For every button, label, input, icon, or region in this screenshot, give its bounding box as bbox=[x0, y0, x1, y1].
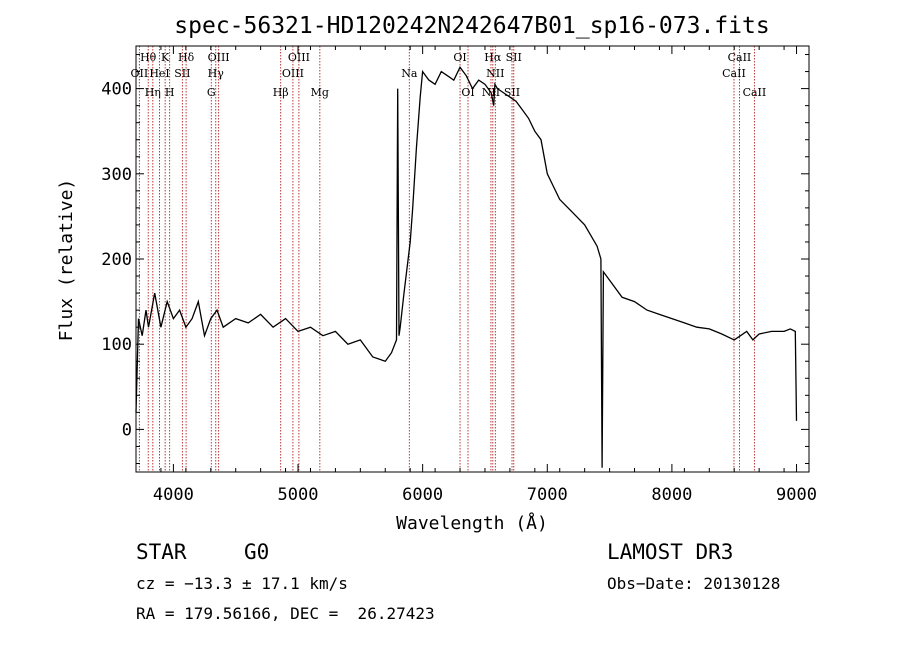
x-axis-ticks: 4000 5000 6000 7000 8000 9000 bbox=[135, 46, 817, 505]
y-axis-ticks: 0 100 200 300 400 bbox=[101, 54, 809, 464]
plot-frame bbox=[135, 45, 810, 473]
marker-label-10: OIII bbox=[208, 51, 230, 64]
x-tick-label-4: 8000 bbox=[651, 485, 692, 505]
redshift-cz: cz = −13.3 ± 17.1 km/s bbox=[136, 574, 348, 593]
x-axis-label: Wavelength (Å) bbox=[396, 512, 548, 534]
x-tick-label-0: 4000 bbox=[153, 485, 194, 505]
y-axis-label: Flux (relative) bbox=[56, 179, 77, 342]
y-tick-label-2: 200 bbox=[101, 250, 132, 270]
marker-label-12: OIII bbox=[282, 67, 304, 80]
object-class: STAR bbox=[136, 540, 187, 564]
marker-label-22: SII bbox=[506, 51, 522, 64]
ra-dec: RA = 179.56166, DEC = 26.27423 bbox=[136, 604, 435, 623]
chart-title: spec-56321-HD120242N242647B01_sp16-073.f… bbox=[174, 13, 769, 39]
flux-series-line bbox=[135, 66, 798, 468]
marker-label-16: OI bbox=[453, 51, 466, 64]
marker-label-23: CaII bbox=[722, 67, 746, 80]
marker-label-7: Hδ bbox=[178, 51, 195, 64]
x-tick-label-1: 5000 bbox=[278, 485, 319, 505]
marker-label-20: NII bbox=[486, 67, 504, 80]
line-marker-labels: OII Hθ Hη HeI K H SII Hδ G Hγ OIII Hβ OIII OIII Mg Na OI… bbox=[131, 51, 767, 99]
marker-label-25: CaII bbox=[743, 86, 767, 99]
marker-label-5: H bbox=[165, 86, 175, 99]
marker-label-24: CaII bbox=[728, 51, 752, 64]
marker-label-3: HeI bbox=[149, 67, 169, 80]
marker-label-6: SII bbox=[174, 67, 190, 80]
y-tick-label-0: 0 bbox=[122, 420, 132, 440]
marker-label-19: Hα bbox=[484, 51, 502, 64]
marker-label-2: Hη bbox=[145, 86, 161, 99]
marker-label-0: OII bbox=[131, 67, 149, 80]
marker-label-8: G bbox=[207, 86, 216, 99]
observation-date: Obs−Date: 20130128 bbox=[607, 574, 781, 593]
marker-label-11: Hβ bbox=[273, 86, 289, 99]
object-subclass: G0 bbox=[244, 540, 270, 564]
marker-label-13: OIII bbox=[288, 51, 310, 64]
x-tick-label-3: 7000 bbox=[527, 485, 568, 505]
y-tick-label-3: 300 bbox=[101, 165, 132, 185]
marker-label-9: Hγ bbox=[208, 67, 225, 80]
x-tick-label-2: 6000 bbox=[402, 485, 443, 505]
marker-label-17: OI bbox=[461, 86, 474, 99]
marker-label-15: Na bbox=[401, 67, 418, 80]
marker-label-14: Mg bbox=[311, 86, 329, 99]
survey-name: LAMOST DR3 bbox=[607, 540, 734, 564]
x-tick-label-5: 9000 bbox=[776, 485, 817, 505]
marker-label-21: SII bbox=[504, 86, 520, 99]
y-tick-label-4: 400 bbox=[101, 80, 132, 100]
line-markers bbox=[138, 46, 755, 472]
y-tick-label-1: 100 bbox=[101, 335, 132, 355]
marker-label-4: K bbox=[161, 51, 170, 64]
marker-label-1: Hθ bbox=[140, 51, 157, 64]
